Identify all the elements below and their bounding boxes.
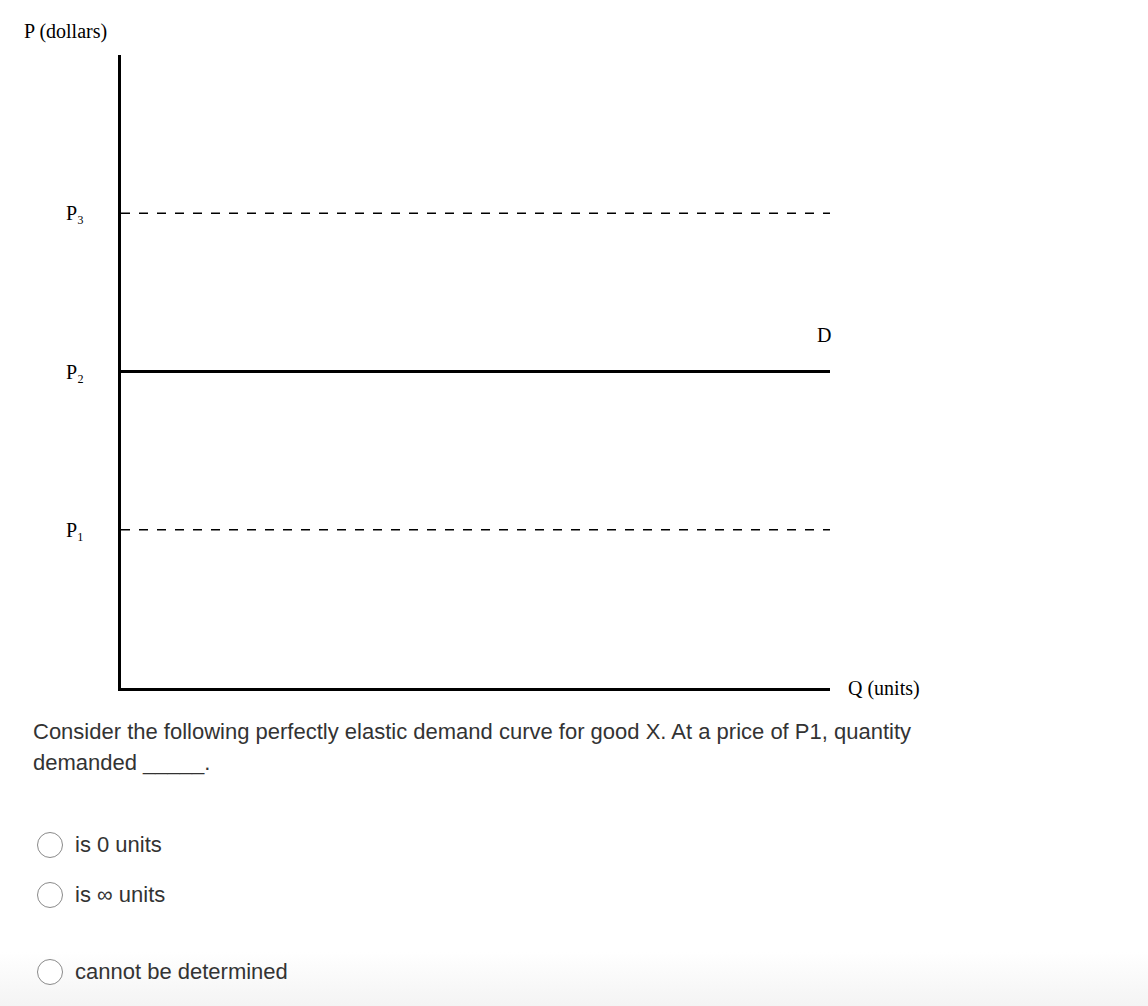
html-text:is ∞ units: is ∞ units: [75, 882, 166, 907]
svg-text:D: D: [817, 324, 831, 346]
svg-text:P₂: P₂: [66, 361, 84, 383]
svg-text:P (dollars): P (dollars): [24, 20, 107, 43]
html-text:is 0 units: is 0 units: [75, 832, 162, 857]
svg-text:P₃: P₃: [66, 202, 84, 224]
html-text:cannot be determined: cannot be determined: [75, 959, 288, 984]
svg-text:Q (units): Q (units): [848, 677, 920, 700]
svg-text:P₁: P₁: [66, 519, 84, 541]
html-text:Consider the following perfect: Consider the following perfectly elastic…: [33, 719, 911, 775]
